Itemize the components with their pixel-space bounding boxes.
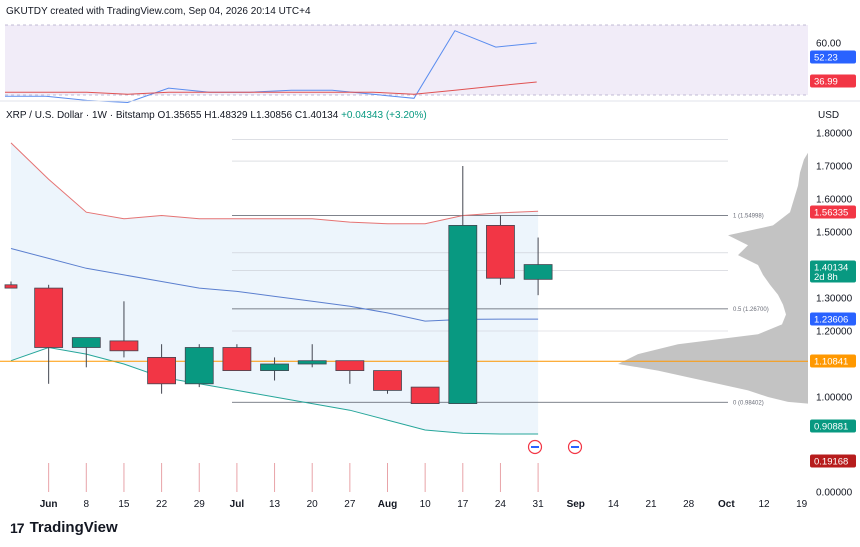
candle-body[interactable] (4, 284, 18, 289)
x-tick-label: 22 (156, 499, 168, 510)
y-tick-label: 1.70000 (816, 162, 853, 173)
candle-body[interactable] (222, 347, 252, 372)
x-tick-label: 14 (608, 499, 620, 510)
y-tick-label: 1.60000 (816, 195, 853, 206)
price-tag (810, 419, 856, 433)
x-tick-label: 21 (645, 499, 657, 510)
main-panel: 0 (0.98402) 0.5 (1.26700) 1 (1.54998) 0.00… (0, 129, 856, 510)
symbol-name[interactable]: XRP / U.S. Dollar · 1W · Bitstamp (6, 110, 155, 121)
price-tag (810, 205, 856, 219)
candle-body[interactable] (71, 337, 101, 348)
candle-body[interactable] (523, 264, 553, 280)
rsi-price-tag-label: 36.99 (814, 77, 838, 88)
tradingview-wordmark: TradingView (29, 519, 118, 536)
rsi-ma-line (5, 81, 537, 95)
y-tick-label: 1.80000 (816, 129, 853, 140)
x-tick-label: Jul (230, 499, 245, 510)
x-tick-label: 8 (84, 499, 90, 510)
x-tick-label: 10 (420, 499, 432, 510)
ohlc-high: H1.48329 (204, 110, 248, 121)
fib-level-label: 1 (1.54998) (733, 214, 764, 220)
price-tag-label: 1.56335 (814, 208, 848, 219)
chart-attribution: GKUTDY created with TradingView.com, Sep… (6, 6, 311, 17)
price-tag-label: 1.23606 (814, 315, 848, 326)
lower-band-line (10, 346, 539, 435)
currency-label[interactable]: USD (818, 110, 840, 121)
y-tick-label: 1.00000 (816, 393, 853, 404)
x-tick-label: 28 (683, 499, 695, 510)
x-tick-label: 29 (194, 499, 206, 510)
x-tick-label: 13 (269, 499, 281, 510)
price-tag-countdown: 2d 8h (814, 272, 838, 283)
candle-body[interactable] (335, 360, 365, 372)
x-tick-label: Oct (718, 499, 735, 510)
candle-body[interactable] (34, 287, 64, 348)
candle-body[interactable] (109, 340, 139, 352)
fib-level-label: 0 (0.98402) (733, 400, 764, 406)
rsi-price-tag (810, 74, 856, 88)
x-tick-label: 15 (118, 499, 130, 510)
x-tick-label: Aug (378, 499, 397, 510)
x-tick-label: 20 (307, 499, 319, 510)
ohlc-close: C1.40134 (294, 110, 339, 121)
rsi-band-background (5, 25, 808, 95)
price-tag (810, 354, 856, 368)
price-tag (810, 312, 856, 326)
x-tick-label: 17 (457, 499, 469, 510)
x-tick-label: Jun (40, 499, 58, 510)
candle-body[interactable] (260, 363, 289, 371)
x-tick-label: 12 (758, 499, 770, 510)
y-tick-label: 0.00000 (816, 488, 853, 499)
price-tag-label: 1.40134 (814, 263, 848, 274)
x-tick-label: Sep (567, 499, 585, 510)
symbol-legend[interactable]: XRP / U.S. Dollar · 1W · Bitstamp O1.356… (6, 110, 427, 121)
x-tick-label: 31 (533, 499, 545, 510)
ohlc-low: L1.30856 (250, 110, 293, 121)
y-tick-label: 1.20000 (816, 327, 853, 338)
price-tag-label: 0.19168 (814, 457, 848, 468)
rsi-price-tag (810, 50, 856, 64)
price-tag-label: 0.90881 (814, 422, 848, 433)
tradingview-mark-icon: 17 (10, 519, 25, 536)
ohlc-open: O1.35655 (157, 110, 202, 121)
candle-body[interactable] (297, 360, 327, 365)
x-tick-label: 24 (495, 499, 507, 510)
price-tag (810, 260, 856, 283)
candle-body[interactable] (486, 224, 515, 279)
candle-body[interactable] (373, 370, 402, 391)
fib-level-label: 0.5 (1.26700) (733, 307, 769, 313)
price-change: +0.04343 (+3.20%) (341, 110, 427, 121)
tradingview-logo[interactable]: 17 TradingView (10, 519, 118, 536)
y-tick-label: 1.50000 (816, 228, 853, 239)
x-tick-label: 19 (796, 499, 808, 510)
rsi-price-tag-label: 52.23 (814, 53, 838, 64)
volume-profile (618, 152, 808, 404)
candle-body[interactable] (147, 356, 177, 385)
upper-band-line (10, 142, 539, 225)
x-tick-label: 27 (344, 499, 356, 510)
price-tag (810, 454, 856, 468)
candle-body[interactable] (410, 386, 440, 405)
price-tag-label: 1.10841 (814, 357, 848, 368)
candle-body[interactable] (184, 347, 214, 385)
candle-body[interactable] (448, 224, 478, 404)
y-tick-label: 1.30000 (816, 294, 853, 305)
rsi-tick-label: 60.00 (816, 39, 841, 50)
